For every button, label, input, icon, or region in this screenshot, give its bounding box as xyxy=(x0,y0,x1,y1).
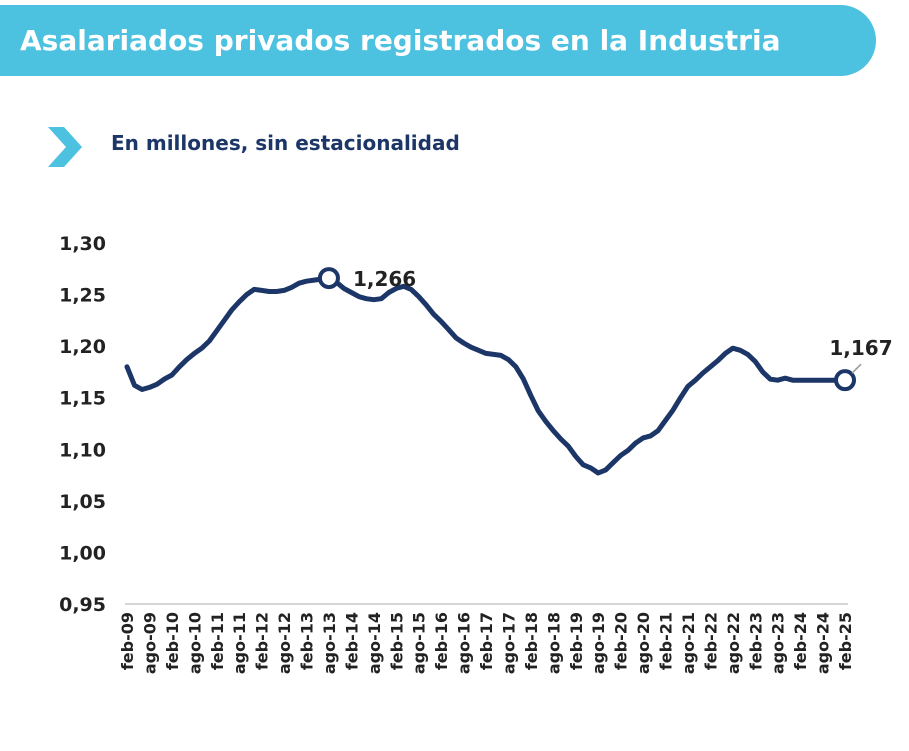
x-tick-label: feb-15 xyxy=(387,612,406,670)
x-tick-label: ago-11 xyxy=(230,612,249,674)
x-tick-label: feb-16 xyxy=(432,612,451,670)
annotation-marker xyxy=(834,369,856,392)
y-tick-label: 1,00 xyxy=(59,542,106,564)
x-tick-label: feb-21 xyxy=(657,612,676,670)
x-tick-label: feb-24 xyxy=(791,612,810,670)
x-tick-label: feb-18 xyxy=(522,612,541,670)
annotation-label: 1,266 xyxy=(353,267,416,291)
y-tick-label: 1,05 xyxy=(59,491,106,513)
chart-subtitle: En millones, sin estacionalidad xyxy=(111,131,460,155)
x-tick-label: feb-13 xyxy=(298,612,317,670)
x-tick-label: ago-09 xyxy=(140,612,159,674)
y-tick-label: 1,20 xyxy=(59,336,106,358)
x-tick-label: feb-22 xyxy=(701,612,720,670)
x-tick-label: ago-18 xyxy=(544,612,563,674)
y-tick-label: 0,95 xyxy=(59,594,106,616)
chart-title: Asalariados privados registrados en la I… xyxy=(20,24,781,57)
y-tick-label: 1,10 xyxy=(59,439,106,461)
series-line xyxy=(124,275,848,476)
y-tick-label: 1,30 xyxy=(59,233,106,255)
x-tick-label: feb-23 xyxy=(746,612,765,670)
x-tick-label: feb-09 xyxy=(118,612,137,670)
y-tick-label: 1,15 xyxy=(59,388,106,410)
annotation-leader-line xyxy=(851,363,862,374)
x-tick-label: ago-22 xyxy=(724,612,743,674)
x-tick-label: ago-13 xyxy=(320,612,339,674)
x-tick-label: feb-19 xyxy=(567,612,586,670)
title-banner: Asalariados privados registrados en la I… xyxy=(0,5,876,76)
x-tick-label: feb-11 xyxy=(208,612,227,670)
x-tick-label: ago-24 xyxy=(814,612,833,674)
x-tick-label: ago-17 xyxy=(499,612,518,674)
x-tick-label: feb-12 xyxy=(253,612,272,670)
x-tick-label: ago-19 xyxy=(589,612,608,674)
x-tick-label: ago-16 xyxy=(455,612,474,674)
annotation-label: 1,167 xyxy=(829,336,892,360)
x-tick-label: ago-12 xyxy=(275,612,294,674)
x-tick-label: feb-14 xyxy=(342,612,361,670)
x-tick-label: ago-15 xyxy=(410,612,429,674)
x-tick-label: ago-14 xyxy=(365,612,384,674)
y-tick-label: 1,25 xyxy=(59,285,106,307)
x-tick-label: feb-17 xyxy=(477,612,496,670)
x-tick-label: ago-23 xyxy=(769,612,788,674)
x-tick-label: ago-10 xyxy=(185,612,204,674)
x-tick-label: feb-10 xyxy=(163,612,182,670)
x-tick-label: ago-20 xyxy=(634,612,653,674)
x-tick-label: feb-20 xyxy=(612,612,631,670)
x-tick-label: feb-25 xyxy=(836,612,855,670)
annotation-marker xyxy=(317,267,340,290)
chevron-right-icon xyxy=(48,127,82,167)
x-tick-label: ago-21 xyxy=(679,612,698,674)
